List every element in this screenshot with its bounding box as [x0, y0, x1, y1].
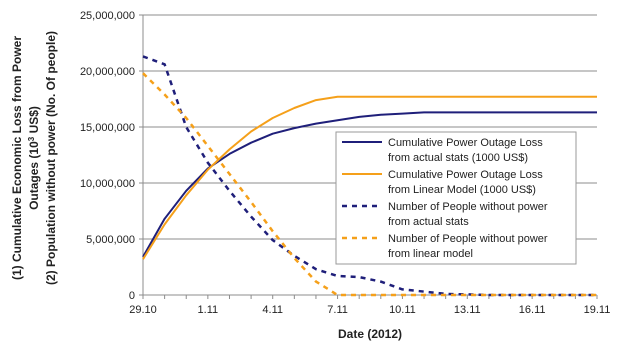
legend: Cumulative Power Outage Loss from actual …: [335, 131, 577, 265]
x-tick-label: 1.11: [198, 304, 219, 316]
series-lines: [142, 55, 597, 297]
y-tick-label: 5,000,000: [86, 234, 135, 246]
x-tick-label: 16.11: [519, 304, 546, 316]
legend-label: Cumulative Power Outage Loss from Linear …: [388, 169, 543, 196]
y-tick-labels: 0 5,000,000 10,000,000 15,000,000 20,000,000…: [80, 10, 135, 302]
y-axis-title-line-1: (1) Cumulative Economic Loss from Power: [10, 36, 24, 280]
y-axis-title-line-2: Outages (103 US$): [27, 106, 41, 210]
x-tick-label: 13.11: [454, 304, 481, 316]
x-tick-label: 19.11: [584, 304, 611, 316]
y-axis-title-line-3: (2) Population without power (No. Of peo…: [44, 31, 58, 285]
y-axis-title-line-2-suffix: US$): [27, 106, 41, 137]
y-tick-label: 15,000,000: [80, 122, 135, 134]
y-tick-label: 20,000,000: [80, 66, 135, 78]
y-tick-label: 10,000,000: [80, 178, 135, 190]
y-axis-title-superscript: 3: [27, 136, 36, 141]
x-tick-label: 7.11: [327, 304, 348, 316]
legend-item-1: Cumulative Power Outage Loss from actual …: [342, 137, 543, 164]
series-line-1: [142, 111, 597, 258]
legend-items: Cumulative Power Outage Loss from actual …: [342, 137, 548, 260]
y-tick-label: 25,000,000: [80, 10, 135, 22]
x-tick-label: 29.10: [129, 304, 157, 316]
y-tick-label: 0: [129, 290, 135, 302]
legend-label: Number of People without power from actua…: [388, 201, 548, 228]
legend-box: [335, 131, 577, 265]
x-tick-label: 4.11: [262, 304, 283, 316]
legend-label: Number of People without power from linea…: [388, 233, 548, 260]
legend-item-4: Number of People without power from linea…: [342, 233, 548, 260]
y-axis-title: (1) Cumulative Economic Loss from Power …: [10, 31, 58, 285]
x-tick-label: 10.11: [389, 304, 416, 316]
legend-label: Cumulative Power Outage Loss from actual …: [388, 137, 543, 164]
x-axis-title: Date (2012): [338, 327, 402, 341]
series-line-4: [142, 72, 597, 297]
legend-item-3: Number of People without power from actua…: [342, 201, 548, 228]
y-axis-title-line-2-prefix: Outages (10: [27, 141, 41, 210]
x-tick-labels: 29.10 1.11 4.11 7.11 10.11 13.11 16.11 19.11: [129, 304, 610, 316]
legend-item-2: Cumulative Power Outage Loss from Linear …: [342, 169, 543, 196]
